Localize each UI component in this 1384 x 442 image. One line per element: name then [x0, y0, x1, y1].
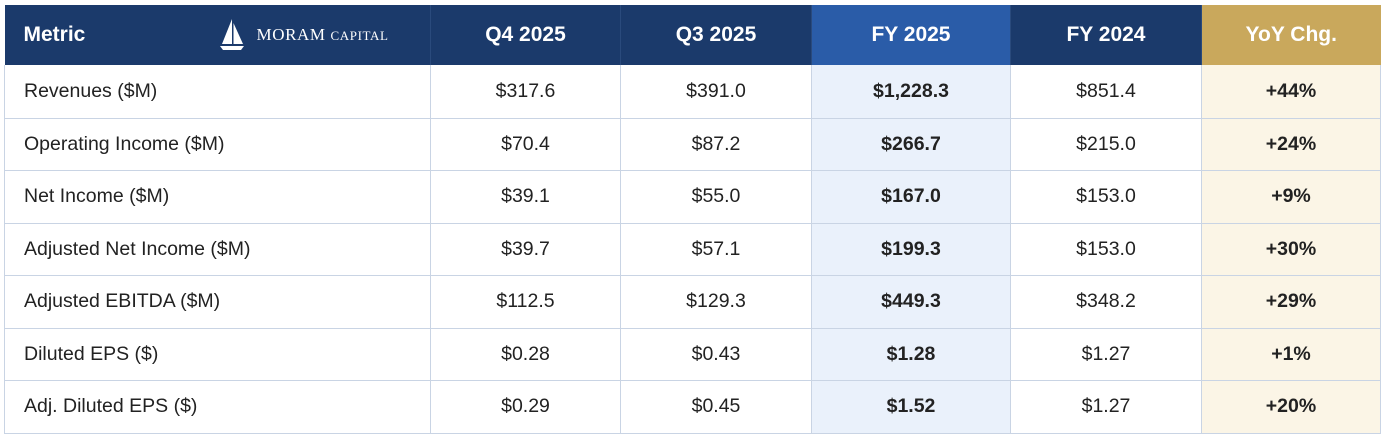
metric-cell: Net Income ($M) [4, 170, 431, 224]
column-header-metric-label: Metric [23, 23, 86, 46]
table-row: Revenues ($M) $317.6 $391.0 $1,228.3 $85… [4, 65, 1381, 119]
q3-2025-cell: $55.0 [620, 170, 812, 224]
metric-cell: Adjusted Net Income ($M) [4, 223, 431, 276]
brand-logo: MORAM Capital [217, 15, 389, 55]
q4-2025-cell: $39.1 [430, 170, 621, 224]
q3-2025-cell: $129.3 [620, 275, 812, 329]
fy-2024-cell: $851.4 [1010, 65, 1202, 119]
header-row: Metric MORAM Capital Q4 2025 [4, 5, 1381, 65]
column-header-yoy-change: YoY Chg. [1201, 5, 1381, 65]
column-header-q4-2025: Q4 2025 [430, 5, 621, 65]
yoy-change-cell: +20% [1201, 380, 1381, 434]
table-row: Adjusted EBITDA ($M) $112.5 $129.3 $449.… [4, 275, 1381, 329]
metric-cell: Adjusted EBITDA ($M) [4, 275, 431, 329]
fy-2024-cell: $153.0 [1010, 170, 1202, 224]
yoy-change-cell: +24% [1201, 118, 1381, 171]
q3-2025-cell: $0.43 [620, 328, 812, 381]
financial-summary-table-container: Metric MORAM Capital Q4 2025 [4, 5, 1381, 437]
fy-2025-cell: $266.7 [811, 118, 1011, 171]
q4-2025-cell: $39.7 [430, 223, 621, 276]
fy-2025-cell: $1,228.3 [811, 65, 1011, 119]
fy-2025-cell: $199.3 [811, 223, 1011, 276]
table-row: Operating Income ($M) $70.4 $87.2 $266.7… [4, 118, 1381, 171]
fy-2024-cell: $1.27 [1010, 328, 1202, 381]
column-header-q3-2025: Q3 2025 [620, 5, 812, 65]
column-header-fy-2024: FY 2024 [1010, 5, 1202, 65]
table-row: Adj. Diluted EPS ($) $0.29 $0.45 $1.52 $… [4, 380, 1381, 434]
q4-2025-cell: $0.29 [430, 380, 621, 434]
brand-name-main: MORAM [256, 25, 326, 44]
fy-2024-cell: $348.2 [1010, 275, 1202, 329]
yoy-change-cell: +9% [1201, 170, 1381, 224]
q4-2025-cell: $112.5 [430, 275, 621, 329]
yoy-change-cell: +29% [1201, 275, 1381, 329]
metric-cell: Adj. Diluted EPS ($) [4, 380, 431, 434]
yoy-change-cell: +30% [1201, 223, 1381, 276]
fy-2025-cell: $449.3 [811, 275, 1011, 329]
metric-cell: Diluted EPS ($) [4, 328, 431, 381]
brand-name-sc: Capital [330, 28, 389, 43]
column-header-metric: Metric MORAM Capital [4, 5, 431, 65]
q3-2025-cell: $0.45 [620, 380, 812, 434]
yoy-change-cell: +1% [1201, 328, 1381, 381]
fy-2025-cell: $1.52 [811, 380, 1011, 434]
brand-name: MORAM Capital [257, 25, 389, 45]
q4-2025-cell: $0.28 [430, 328, 621, 381]
yoy-change-cell: +44% [1201, 65, 1381, 119]
q4-2025-cell: $70.4 [430, 118, 621, 171]
column-header-fy-2025: FY 2025 [811, 5, 1011, 65]
table-row: Adjusted Net Income ($M) $39.7 $57.1 $19… [4, 223, 1381, 276]
q3-2025-cell: $57.1 [620, 223, 812, 276]
metric-cell: Revenues ($M) [4, 65, 431, 119]
table-row: Diluted EPS ($) $0.28 $0.43 $1.28 $1.27 … [4, 328, 1381, 381]
metric-cell: Operating Income ($M) [4, 118, 431, 171]
q3-2025-cell: $391.0 [620, 65, 812, 119]
fy-2025-cell: $167.0 [811, 170, 1011, 224]
fy-2025-cell: $1.28 [811, 328, 1011, 381]
q4-2025-cell: $317.6 [430, 65, 621, 119]
fy-2024-cell: $215.0 [1010, 118, 1202, 171]
sailboat-icon [219, 19, 244, 50]
table-row: Net Income ($M) $39.1 $55.0 $167.0 $153.… [4, 170, 1381, 224]
financial-summary-table: Metric MORAM Capital Q4 2025 [4, 5, 1381, 434]
fy-2024-cell: $153.0 [1010, 223, 1202, 276]
q3-2025-cell: $87.2 [620, 118, 812, 171]
fy-2024-cell: $1.27 [1010, 380, 1202, 434]
